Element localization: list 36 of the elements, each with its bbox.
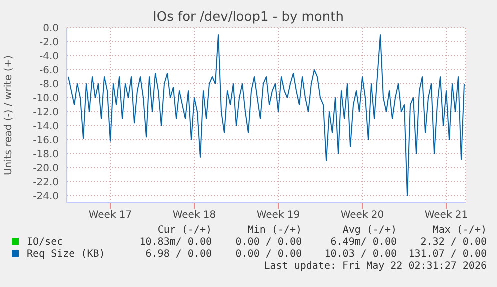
y-tick-label: -24.0: [33, 192, 59, 203]
y-tick-label: -20.0: [33, 164, 59, 175]
x-tick-label: Week 21: [424, 210, 468, 222]
y-tick-label: -22.0: [33, 178, 59, 189]
y-axis-title: Units read (-) / write (+): [4, 55, 14, 176]
text: 10.83m/ 0.00: [138, 237, 212, 249]
y-tick-label: -6.0: [39, 66, 59, 77]
legend-label: IO/sec: [26, 237, 64, 249]
text: 6.49m/ 0.00: [330, 237, 397, 249]
y-tick-label: -2.0: [39, 38, 59, 49]
text: 0.00 / 0.00: [234, 237, 302, 249]
text: 0.00 / 0.00: [234, 249, 302, 261]
x-tick-label: Week 18: [172, 210, 216, 222]
text: Last update: Fri May 22 02:31:27 2026: [263, 261, 487, 273]
text: 131.07 / 0.00: [408, 249, 487, 261]
y-tick-label: -16.0: [33, 136, 59, 147]
y-tick-label: -4.0: [39, 52, 59, 63]
text: 2.32 / 0.00: [420, 237, 487, 249]
y-tick-label: -8.0: [39, 80, 59, 91]
legend-label: Req Size (KB): [26, 249, 106, 261]
text: Avg (-/+): [342, 225, 397, 237]
y-tick-label: 0.0: [43, 24, 59, 35]
x-tick-label: Week 17: [88, 210, 132, 222]
x-tick-label: Week 20: [340, 210, 384, 222]
y-tick-label: -14.0: [33, 122, 59, 133]
text: Cur (-/+): [156, 225, 212, 237]
text: 6.98 / 0.00: [144, 249, 212, 261]
y-tick-label: -12.0: [33, 108, 59, 119]
chart-title: IOs for /dev/loop1 - by month: [152, 10, 345, 25]
line-series: [68, 34, 465, 196]
text: Min (-/+): [246, 225, 302, 237]
x-tick-label: Week 19: [256, 210, 300, 222]
y-tick-label: -10.0: [33, 94, 59, 105]
y-tick-label: -18.0: [33, 150, 59, 161]
text: Max (-/+): [432, 225, 487, 237]
text: 10.03 / 0.00: [324, 249, 397, 261]
